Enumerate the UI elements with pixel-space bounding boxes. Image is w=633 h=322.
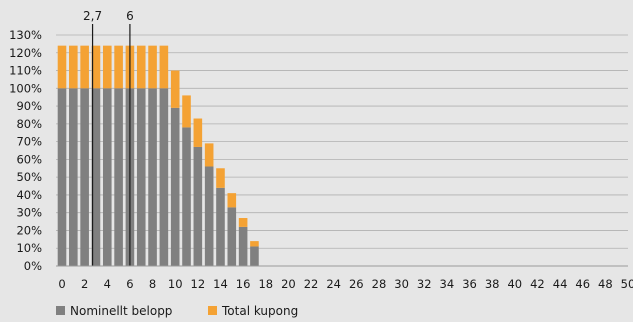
bar-total-kupong: [69, 45, 78, 89]
bar-nominellt-belopp: [57, 88, 67, 266]
x-tick-label: 30: [394, 277, 409, 291]
x-tick-label: 34: [440, 277, 455, 291]
x-tick-label: 32: [417, 277, 432, 291]
bar-total-kupong: [193, 118, 203, 147]
x-tick-label: 36: [462, 277, 477, 291]
x-tick-label: 38: [485, 277, 500, 291]
y-axis-tick-labels: 0% 10% 20% 30% 40% 50% 60% 70% 80% 90% 100% 110% 120…: [9, 28, 42, 273]
x-tick-label: 22: [304, 277, 319, 291]
x-tick-label: 42: [530, 277, 545, 291]
y-tick-label: 120%: [9, 46, 42, 60]
x-tick-label: 50: [621, 277, 633, 291]
bar-nominellt-belopp: [102, 88, 112, 266]
x-tick-label: 20: [281, 277, 296, 291]
bar-total-kupong: [204, 143, 214, 167]
bar-total-kupong: [159, 45, 169, 89]
y-tick-label: 130%: [9, 28, 42, 42]
legend: Nominellt belopp Total kupong: [56, 304, 298, 318]
bar-total-kupong: [114, 45, 123, 89]
legend-swatch: [208, 306, 217, 315]
x-tick-label: 8: [149, 277, 156, 291]
bar-total-kupong: [216, 168, 225, 188]
x-tick-label: 12: [191, 277, 206, 291]
bar-total-kupong: [148, 45, 157, 89]
legend-label: Nominellt belopp: [70, 304, 172, 318]
x-tick-label: 40: [507, 277, 522, 291]
annotations: 2,7 6: [83, 9, 134, 266]
x-tick-label: 10: [168, 277, 183, 291]
x-tick-label: 4: [104, 277, 111, 291]
bar-nominellt-belopp: [136, 88, 146, 266]
bar-total-kupong: [182, 95, 191, 128]
y-tick-label: 90%: [16, 99, 42, 113]
bar-total-kupong: [170, 70, 180, 108]
x-tick-label: 2: [81, 277, 88, 291]
bar-total-kupong: [57, 45, 67, 89]
annotation-label: 6: [126, 9, 134, 23]
bar-total-kupong: [227, 193, 237, 208]
y-tick-label: 50%: [16, 170, 42, 184]
legend-swatch: [56, 306, 65, 315]
legend-label: Total kupong: [221, 304, 298, 318]
x-tick-label: 24: [326, 277, 341, 291]
annotation-label: 2,7: [83, 9, 102, 23]
x-tick-label: 26: [349, 277, 364, 291]
y-tick-label: 40%: [16, 188, 42, 202]
x-tick-label: 6: [126, 277, 133, 291]
y-tick-label: 70%: [16, 135, 42, 149]
y-tick-label: 80%: [16, 117, 42, 131]
x-tick-label: 0: [58, 277, 65, 291]
bar-total-kupong: [136, 45, 146, 89]
y-tick-label: 30%: [16, 206, 42, 220]
bar-nominellt-belopp: [182, 127, 191, 267]
bar-nominellt-belopp: [216, 187, 225, 266]
y-tick-label: 100%: [9, 81, 42, 95]
bar-nominellt-belopp: [80, 88, 89, 266]
y-tick-label: 10%: [16, 241, 42, 255]
bar-total-kupong: [102, 45, 112, 89]
bar-nominellt-belopp: [227, 207, 237, 266]
bar-total-kupong: [91, 45, 101, 89]
bar-total-kupong: [250, 241, 259, 247]
y-tick-label: 110%: [9, 64, 42, 78]
bar-nominellt-belopp: [193, 146, 203, 266]
x-tick-label: 16: [236, 277, 251, 291]
x-tick-label: 28: [372, 277, 387, 291]
x-tick-label: 44: [553, 277, 568, 291]
x-tick-label: 48: [598, 277, 613, 291]
bars: [57, 45, 259, 267]
x-tick-label: 18: [258, 277, 273, 291]
bar-nominellt-belopp: [91, 88, 101, 266]
bar-nominellt-belopp: [69, 88, 78, 266]
bar-nominellt-belopp: [238, 226, 248, 266]
bar-nominellt-belopp: [250, 246, 259, 266]
bar-total-kupong: [238, 218, 248, 227]
y-tick-label: 0%: [24, 259, 42, 273]
x-tick-label: 46: [575, 277, 590, 291]
bar-nominellt-belopp: [204, 166, 214, 266]
y-tick-label: 20%: [16, 223, 42, 237]
y-tick-label: 60%: [16, 152, 42, 166]
bar-nominellt-belopp: [159, 88, 169, 266]
bar-nominellt-belopp: [114, 88, 123, 266]
x-tick-label: 14: [213, 277, 228, 291]
bar-nominellt-belopp: [148, 88, 157, 266]
bar-total-kupong: [80, 45, 89, 89]
bar-nominellt-belopp: [170, 107, 180, 266]
x-axis-tick-labels: 0 2 4 6 8 10 12 14 16 18 20 22 24 26 28 30 32 34 36 38 40 42 4…: [58, 277, 633, 291]
